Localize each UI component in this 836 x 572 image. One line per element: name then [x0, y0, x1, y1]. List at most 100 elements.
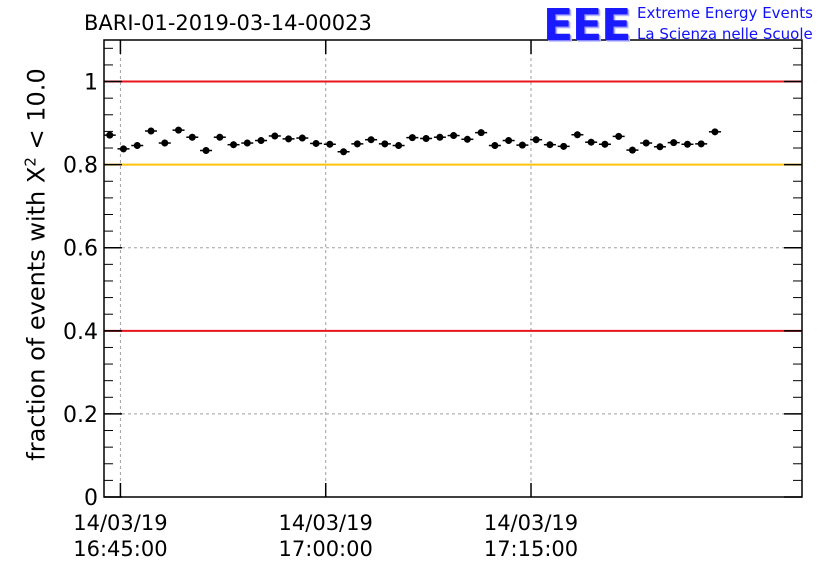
x-tick-label: 14/03/19 17:00:00	[256, 510, 396, 562]
point-marker	[601, 140, 609, 148]
point-marker	[711, 128, 719, 136]
chart-title: BARI-01-2019-03-14-00023	[84, 11, 372, 35]
data-point	[351, 140, 364, 148]
point-marker	[477, 129, 485, 137]
brand-line-1: Extreme Energy Events	[637, 4, 813, 22]
data-point	[200, 147, 213, 155]
point-marker	[491, 142, 499, 150]
point-marker	[216, 133, 224, 141]
point-marker	[340, 148, 348, 156]
point-marker	[298, 134, 306, 142]
data-point	[378, 140, 391, 148]
data-point	[488, 142, 501, 150]
data-point	[543, 141, 556, 149]
data-point	[612, 132, 625, 140]
x-tick-date: 14/03/19	[483, 511, 579, 535]
point-marker	[546, 141, 554, 149]
point-marker	[395, 142, 403, 150]
x-tick-label: 14/03/19 16:45:00	[50, 510, 190, 562]
data-point	[695, 140, 708, 148]
data-point	[585, 138, 598, 146]
point-marker	[697, 140, 705, 148]
x-tick-date: 14/03/19	[73, 511, 168, 535]
point-marker	[285, 135, 293, 143]
point-marker	[106, 131, 114, 139]
point-marker	[587, 138, 595, 146]
point-marker	[505, 137, 513, 145]
point-marker	[120, 145, 128, 153]
point-marker	[230, 141, 238, 149]
data-point	[323, 140, 336, 148]
data-point	[708, 128, 721, 136]
point-marker	[353, 140, 361, 148]
data-point	[337, 148, 350, 156]
data-point	[131, 142, 144, 150]
data-point	[557, 142, 570, 150]
data-points	[103, 126, 721, 156]
point-marker	[257, 137, 265, 145]
y-axis-label-exponent: 2	[21, 157, 40, 167]
y-axis-label-text: fraction of events with	[22, 190, 51, 461]
y-axis-label-symbol: X	[22, 166, 51, 184]
y-tick-label: 0.2	[63, 403, 98, 428]
data-point	[365, 136, 378, 144]
point-marker	[656, 143, 664, 151]
point-marker	[615, 132, 623, 140]
data-point	[461, 135, 474, 143]
point-marker	[422, 134, 430, 142]
y-axis-label-suffix: < 10.0	[22, 68, 51, 158]
data-point	[502, 137, 515, 145]
data-point	[530, 136, 543, 144]
data-point	[255, 137, 268, 145]
data-point	[516, 141, 529, 149]
point-marker	[436, 133, 444, 141]
data-point	[296, 134, 309, 142]
point-marker	[175, 126, 183, 134]
point-marker	[326, 140, 334, 148]
data-point	[640, 139, 653, 147]
point-marker	[518, 141, 526, 149]
data-point	[447, 132, 460, 140]
data-point	[227, 141, 240, 149]
data-point	[145, 127, 158, 135]
data-point	[626, 146, 639, 154]
point-marker	[450, 132, 458, 140]
data-point	[681, 140, 694, 148]
data-point	[598, 140, 611, 148]
point-marker	[628, 146, 636, 154]
point-marker	[560, 142, 568, 150]
point-marker	[573, 131, 581, 139]
point-marker	[683, 140, 691, 148]
point-marker	[642, 139, 650, 147]
data-point	[241, 139, 254, 147]
data-point	[667, 139, 680, 147]
y-tick-label: 0.4	[63, 320, 98, 345]
x-tick-label: 14/03/19 17:15:00	[461, 510, 601, 562]
x-tick-time: 16:45:00	[73, 537, 168, 561]
point-marker	[133, 142, 141, 150]
data-point	[186, 133, 199, 141]
axes: 0 0.2 0.4 0.6 0.8 1	[63, 39, 803, 511]
data-point	[475, 129, 488, 137]
y-axis-label: fraction of events with X2 < 10.0	[22, 45, 51, 485]
brand-line-2: La Scienza nelle Scuole	[637, 25, 813, 43]
point-marker	[670, 139, 678, 147]
point-marker	[202, 147, 210, 155]
point-marker	[147, 127, 155, 135]
point-marker	[408, 134, 416, 142]
data-point	[420, 134, 433, 142]
data-point	[172, 126, 185, 134]
point-marker	[532, 136, 540, 144]
point-marker	[271, 132, 279, 140]
data-point	[117, 145, 130, 153]
point-marker	[367, 136, 375, 144]
data-point	[103, 131, 116, 139]
point-marker	[161, 139, 169, 147]
y-tick-label: 0	[84, 486, 98, 511]
point-marker	[381, 140, 389, 148]
data-point	[653, 143, 666, 151]
grid	[104, 40, 802, 497]
x-tick-time: 17:15:00	[483, 537, 579, 561]
plot-frame	[103, 39, 803, 498]
